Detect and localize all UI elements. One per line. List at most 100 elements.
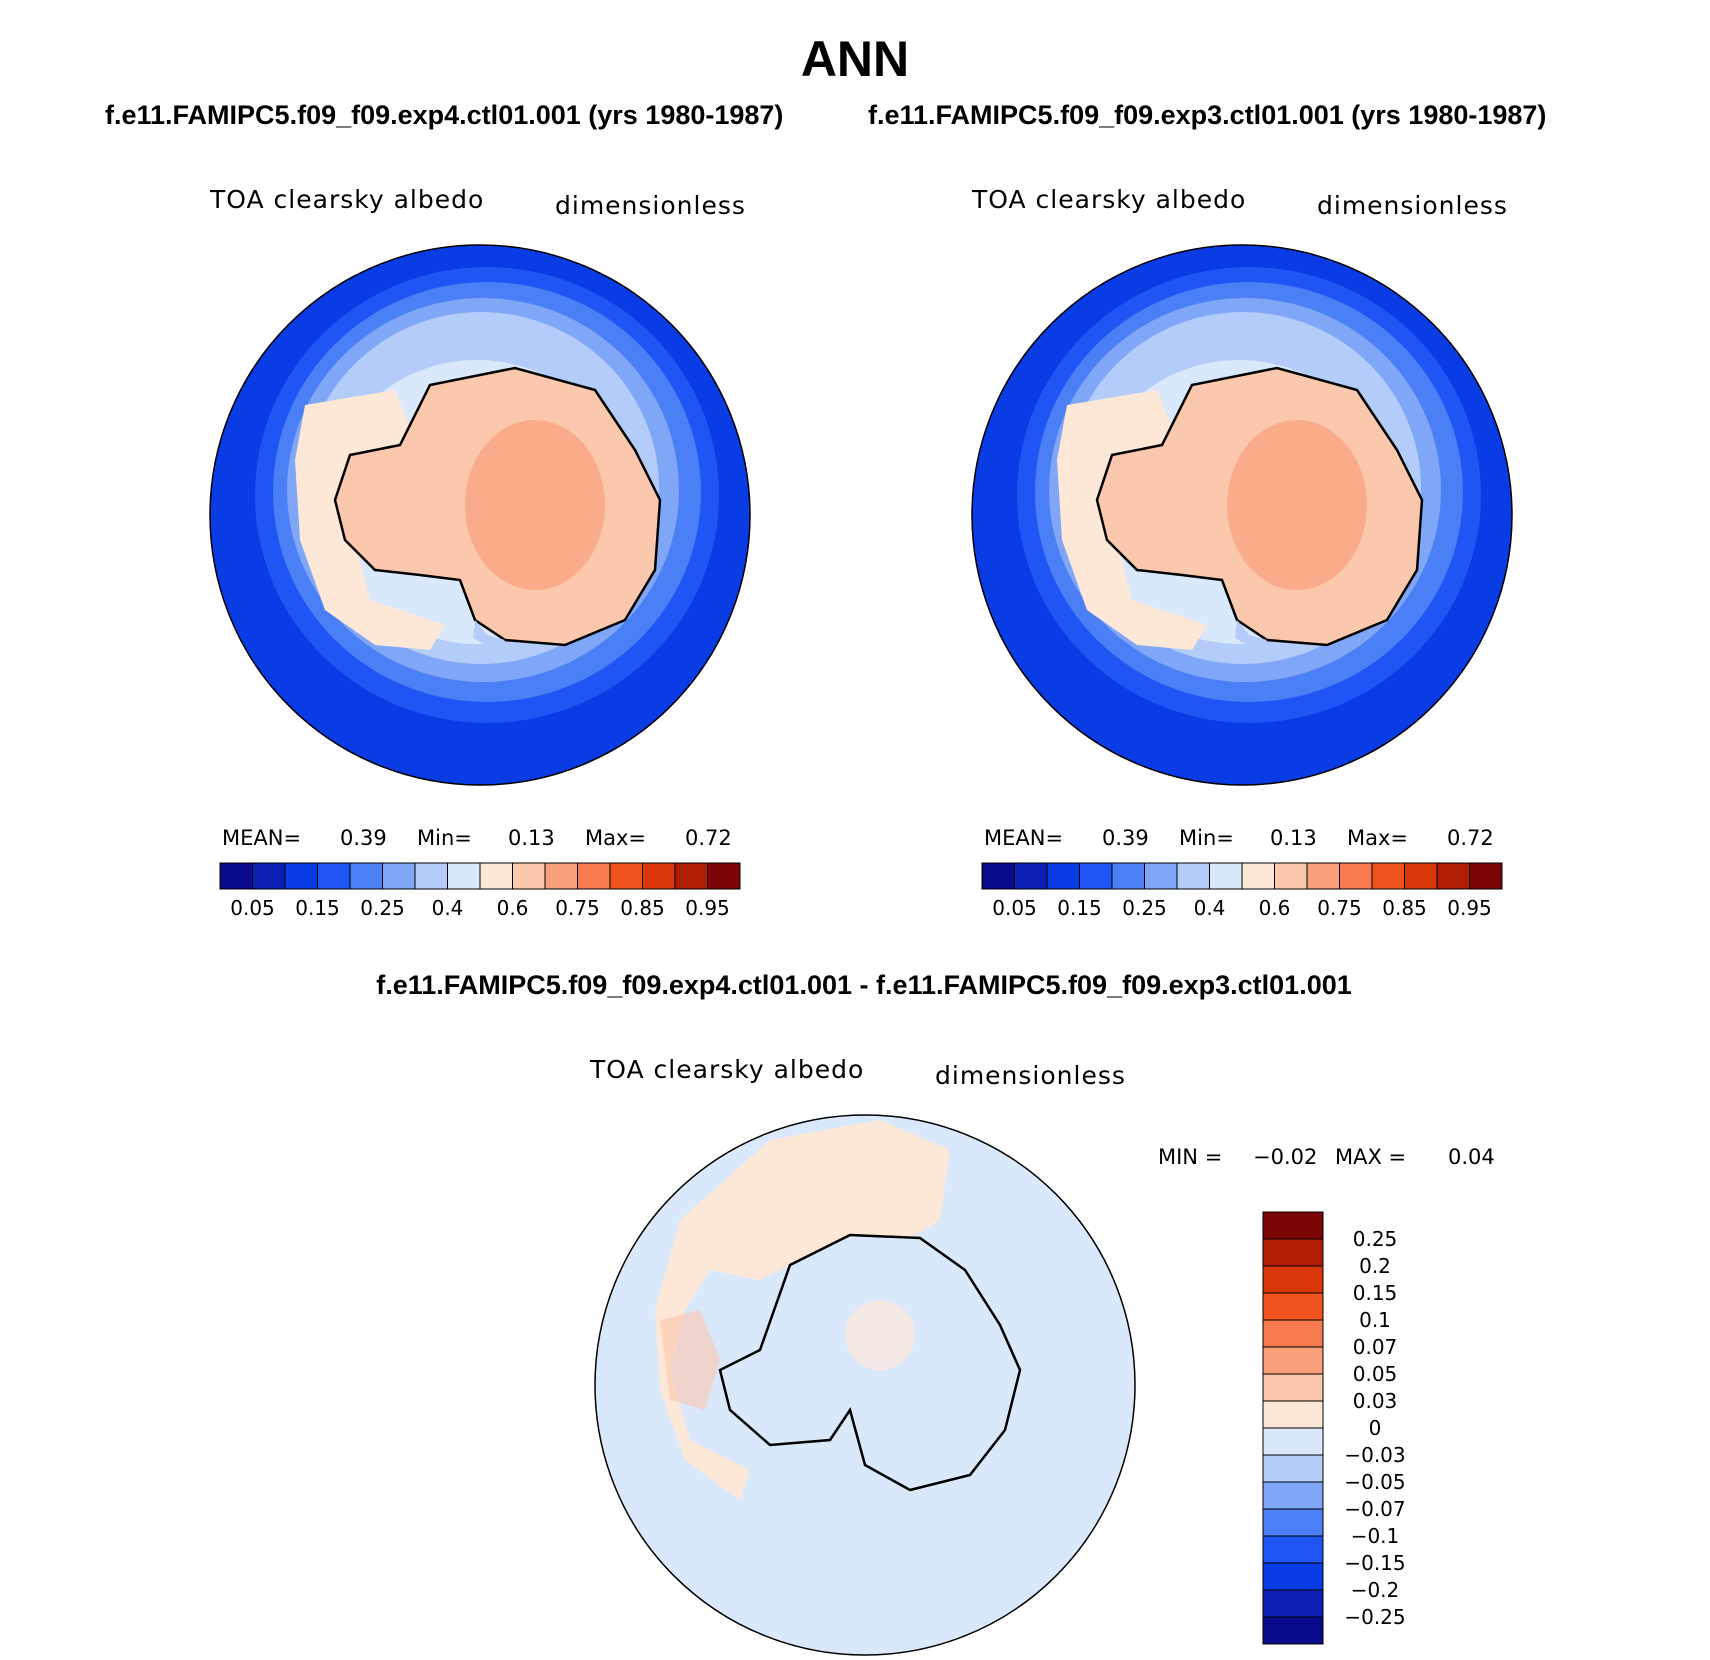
panel2-colorbar-swatch	[1404, 862, 1438, 890]
panel1-colorbar-swatch	[317, 862, 351, 890]
panel2-max-value: 0.72	[1447, 826, 1494, 850]
diff-colorbar-swatch	[1262, 1319, 1324, 1348]
panel2-colorbar-swatch	[1046, 862, 1080, 890]
panel1-colorbar-swatch	[284, 862, 318, 890]
panel2-colorbar-tick-label: 0.85	[1382, 896, 1427, 920]
panel2-units-label: dimensionless	[1317, 191, 1508, 220]
diff-units-label: dimensionless	[935, 1061, 1126, 1090]
diff-min-label: MIN =	[1158, 1145, 1223, 1169]
panel2-colorbar-swatch	[1014, 862, 1048, 890]
diff-title: f.e11.FAMIPC5.f09_f09.exp4.ctl01.001 - f…	[376, 970, 1352, 1000]
panel1-colorbar-tick-label: 0.6	[497, 896, 529, 920]
panel1-colorbar-tick-label: 0.4	[432, 896, 464, 920]
panel1-colorbar-tick-label: 0.75	[555, 896, 600, 920]
panel2-colorbar-swatch	[981, 862, 1015, 890]
panel2-colorbar: 0.05 0.15 0.25 0.4 0.6 0.75 0.85 0.95	[981, 862, 1503, 920]
panel2-mean-label: MEAN=	[984, 826, 1064, 850]
diff-colorbar-tick-label: 0.25	[1353, 1227, 1398, 1251]
diff-colorbar-swatch	[1262, 1211, 1324, 1240]
panel2-colorbar-swatch	[1436, 862, 1470, 890]
panel1-colorbar-swatch	[349, 862, 383, 890]
panel1-colorbar-swatch	[479, 862, 513, 890]
diff-positive-region	[655, 1120, 950, 1500]
panel2-map	[971, 244, 1513, 786]
panel1-colorbar-swatch	[447, 862, 481, 890]
panel1-colorbar-swatch	[674, 862, 708, 890]
panel2-colorbar-swatch	[1111, 862, 1145, 890]
panel1-colorbar-swatch	[382, 862, 416, 890]
panel2-case-title: f.e11.FAMIPC5.f09_f09.exp3.ctl01.001 (yr…	[868, 100, 1547, 130]
panel1-min-value: 0.13	[508, 826, 555, 850]
panel2-colorbar-tick-label: 0.4	[1194, 896, 1226, 920]
diff-colorbar-swatch	[1262, 1589, 1324, 1618]
panel1-units-label: dimensionless	[555, 191, 746, 220]
panel2-colorbar-swatch	[1079, 862, 1113, 890]
panel1-min-label: Min=	[417, 826, 472, 850]
diff-map	[594, 1114, 1136, 1656]
panel2-colorbar-swatch	[1306, 862, 1340, 890]
panel2-colorbar-swatch	[1144, 862, 1178, 890]
diff-colorbar-tick-label: 0.15	[1353, 1281, 1398, 1305]
diff-colorbar: 0.25 0.2 0.15 0.1 0.07 0.05 0.03 0 −0.03 −0.05 −0.…	[1262, 1211, 1406, 1645]
diff-colorbar-tick-label: −0.05	[1344, 1470, 1405, 1494]
peninsula-band	[1057, 390, 1207, 650]
panel1-colorbar-swatch	[544, 862, 578, 890]
panel1-colorbar-swatch	[252, 862, 286, 890]
panel2-colorbar-swatch	[1371, 862, 1405, 890]
diff-colorbar-swatch	[1262, 1238, 1324, 1267]
panel1-colorbar-swatch	[642, 862, 676, 890]
diff-colorbar-tick-label: −0.25	[1344, 1605, 1405, 1629]
panel2-colorbar-swatch	[1274, 862, 1308, 890]
peninsula-band	[295, 390, 445, 650]
diff-colorbar-tick-label: 0	[1369, 1416, 1382, 1440]
panel2-variable-label: TOA clearsky albedo	[972, 185, 1247, 214]
panel2-colorbar-tick-label: 0.75	[1317, 896, 1362, 920]
diff-colorbar-tick-label: −0.07	[1344, 1497, 1405, 1521]
panel1-colorbar-tick-label: 0.05	[230, 896, 275, 920]
figure-title: ANN	[800, 31, 910, 87]
panel2-max-label: Max=	[1347, 826, 1409, 850]
diff-colorbar-tick-label: 0.2	[1359, 1254, 1391, 1278]
map-border	[209, 244, 751, 786]
diff-peninsula-positive	[660, 1310, 720, 1410]
panel2-colorbar-swatch	[1339, 862, 1373, 890]
panel1-colorbar: 0.05 0.15 0.25 0.4 0.6 0.75 0.85 0.95	[219, 862, 741, 920]
plateau-high-albedo	[1227, 420, 1367, 590]
panel1-case-title: f.e11.FAMIPC5.f09_f09.exp4.ctl01.001 (yr…	[105, 100, 784, 130]
diff-max-value: 0.04	[1448, 1145, 1495, 1169]
panel1-colorbar-tick-label: 0.85	[620, 896, 665, 920]
panel1-colorbar-tick-label: 0.15	[295, 896, 340, 920]
diff-max-label: MAX =	[1335, 1145, 1407, 1169]
diff-plateau-positive	[845, 1300, 915, 1370]
diff-variable-label: TOA clearsky albedo	[590, 1055, 865, 1084]
diff-colorbar-tick-label: −0.1	[1351, 1524, 1400, 1548]
panel2-colorbar-swatch	[1241, 862, 1275, 890]
panel2-colorbar-tick-label: 0.95	[1447, 896, 1492, 920]
panel1-max-value: 0.72	[685, 826, 732, 850]
panel2-min-label: Min=	[1179, 826, 1234, 850]
diff-colorbar-swatch	[1262, 1373, 1324, 1402]
diff-min-value: −0.02	[1253, 1145, 1318, 1169]
panel1-mean-value: 0.39	[340, 826, 387, 850]
ross-sea-patch	[1235, 620, 1267, 650]
panel2-min-value: 0.13	[1270, 826, 1317, 850]
panel1-colorbar-swatch	[609, 862, 643, 890]
diff-colorbar-swatch	[1262, 1481, 1324, 1510]
map-border	[971, 244, 1513, 786]
panel1-colorbar-tick-label: 0.95	[685, 896, 730, 920]
diff-colorbar-swatch	[1262, 1400, 1324, 1429]
panel1-mean-label: MEAN=	[222, 826, 302, 850]
panel1-colorbar-swatch	[219, 862, 253, 890]
panel2-colorbar-tick-label: 0.05	[992, 896, 1037, 920]
diff-colorbar-swatch	[1262, 1454, 1324, 1483]
panel1-variable-label: TOA clearsky albedo	[210, 185, 485, 214]
panel2-colorbar-swatch	[1176, 862, 1210, 890]
panel1-colorbar-swatch	[707, 862, 741, 890]
plateau-high-albedo	[465, 420, 605, 590]
diff-colorbar-swatch	[1262, 1265, 1324, 1294]
panel1-map	[209, 244, 751, 786]
panel1-colorbar-swatch	[512, 862, 546, 890]
panel2-colorbar-swatch	[1469, 862, 1503, 890]
diff-colorbar-tick-label: 0.03	[1353, 1389, 1398, 1413]
diff-colorbar-tick-label: 0.1	[1359, 1308, 1391, 1332]
